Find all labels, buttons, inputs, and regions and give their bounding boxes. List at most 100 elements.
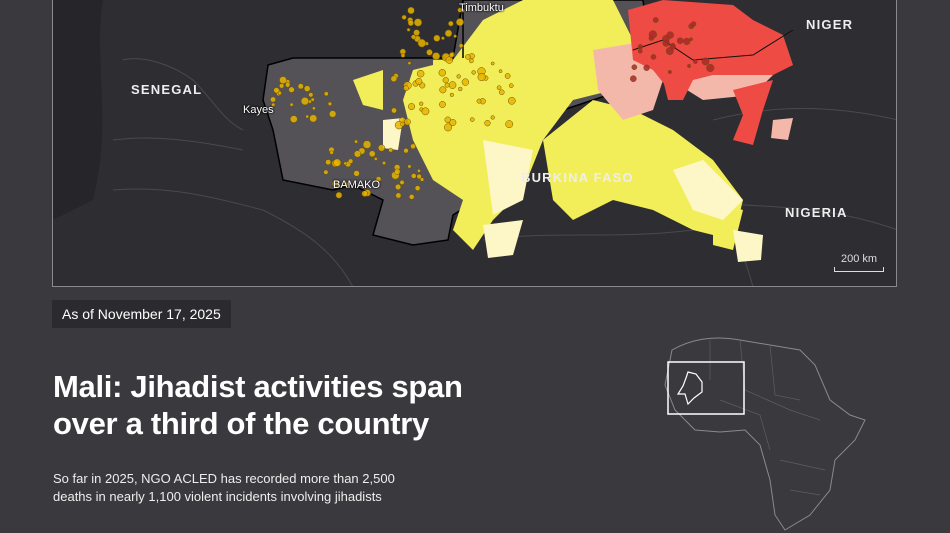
incident-dot xyxy=(448,20,454,27)
incident-dot xyxy=(652,17,659,23)
incident-dot xyxy=(490,115,495,120)
incident-dot xyxy=(378,144,386,152)
incident-dot xyxy=(438,69,447,77)
incident-dot xyxy=(290,115,298,123)
locator-highlight-box xyxy=(667,361,745,415)
incident-dot xyxy=(419,177,425,182)
incident-dot xyxy=(348,158,354,164)
incident-dot xyxy=(411,173,417,179)
label-kayes: Kayes xyxy=(243,104,274,116)
incident-dot xyxy=(413,29,420,36)
incident-dot xyxy=(461,78,470,86)
incident-dot xyxy=(471,70,476,75)
incident-dots xyxy=(270,6,715,200)
incident-dot xyxy=(469,58,474,64)
incident-dot xyxy=(449,119,457,126)
incident-dot xyxy=(303,85,311,92)
incident-dot xyxy=(448,52,455,58)
date-badge: As of November 17, 2025 xyxy=(52,300,231,328)
incident-dot xyxy=(309,114,318,123)
incident-dot xyxy=(331,179,340,188)
label-burkina-faso: BURKINA FASO xyxy=(521,170,634,185)
incident-dot xyxy=(650,54,657,60)
incident-dot xyxy=(439,86,447,94)
incident-dot xyxy=(403,148,409,154)
incident-dot xyxy=(683,37,691,46)
incident-dot xyxy=(410,143,416,150)
incident-dot xyxy=(667,69,672,74)
incident-dot xyxy=(305,114,310,119)
incident-dot xyxy=(407,164,412,169)
incident-dot xyxy=(421,107,430,116)
incident-dot xyxy=(444,116,451,124)
incident-dot xyxy=(353,150,362,158)
incident-dot xyxy=(458,86,463,92)
incident-dot xyxy=(362,140,372,149)
incident-dot xyxy=(270,96,276,103)
incident-dot xyxy=(285,82,291,88)
label-nigeria: NIGERIA xyxy=(785,205,848,220)
incident-dot xyxy=(676,37,684,45)
incident-dot xyxy=(297,83,304,90)
incident-dot xyxy=(648,30,657,39)
africa-outline xyxy=(664,337,866,531)
scale-line xyxy=(834,267,884,272)
ocean xyxy=(53,0,103,220)
incident-dot xyxy=(453,34,457,38)
incident-dot xyxy=(449,92,454,97)
incident-dot xyxy=(416,69,425,78)
incident-dot xyxy=(308,92,314,98)
label-bamako: BAMAKO xyxy=(333,179,381,191)
incident-dot xyxy=(407,20,414,27)
incident-dot xyxy=(631,64,638,70)
incident-dot xyxy=(310,97,315,102)
africa-internal-borders xyxy=(709,339,826,496)
incident-dot xyxy=(455,18,464,27)
label-timbuktu: Timbuktu xyxy=(459,2,504,14)
subtitle: So far in 2025, NGO ACLED has recorded m… xyxy=(53,470,395,506)
incident-dot xyxy=(457,7,463,13)
incident-dot xyxy=(439,101,446,108)
incident-dot xyxy=(407,61,412,65)
incident-dot xyxy=(407,6,415,15)
incident-dot xyxy=(433,34,441,42)
incident-dot xyxy=(373,157,378,161)
incident-dot xyxy=(273,87,280,94)
incident-dot xyxy=(419,101,424,106)
incident-dot xyxy=(414,185,421,191)
incident-dot xyxy=(415,78,423,85)
title-line-1: Mali: Jihadist activities span xyxy=(53,369,463,404)
incident-dot xyxy=(693,59,698,64)
incident-dot xyxy=(444,82,450,88)
incident-dot xyxy=(408,194,415,200)
africa-locator-map xyxy=(664,337,866,531)
incident-dot xyxy=(411,34,417,40)
incident-dot xyxy=(445,56,454,64)
incident-dot xyxy=(361,190,368,197)
incident-dot xyxy=(333,158,342,167)
incident-dot xyxy=(444,123,452,132)
incident-dot xyxy=(354,139,358,144)
incident-dot xyxy=(325,159,332,166)
incident-dot xyxy=(629,75,637,83)
incident-dot xyxy=(417,169,421,173)
incident-dot xyxy=(637,48,643,54)
incident-dot xyxy=(465,54,471,60)
incident-dot xyxy=(401,14,407,20)
incident-dot xyxy=(288,86,295,93)
incident-dot xyxy=(504,73,511,79)
incident-dot xyxy=(666,31,674,39)
incident-dot xyxy=(388,147,393,153)
incident-dot xyxy=(312,106,316,111)
incident-dot xyxy=(329,110,337,118)
incident-dot xyxy=(395,183,402,190)
incident-dot xyxy=(394,168,401,175)
incident-dot xyxy=(406,27,411,32)
incident-dot xyxy=(498,69,503,73)
incident-dot xyxy=(508,83,514,88)
incident-dot xyxy=(701,57,710,66)
map-graphic xyxy=(53,0,896,286)
incident-dot xyxy=(442,77,449,84)
incident-dot xyxy=(391,107,397,114)
incident-dot xyxy=(343,181,349,187)
